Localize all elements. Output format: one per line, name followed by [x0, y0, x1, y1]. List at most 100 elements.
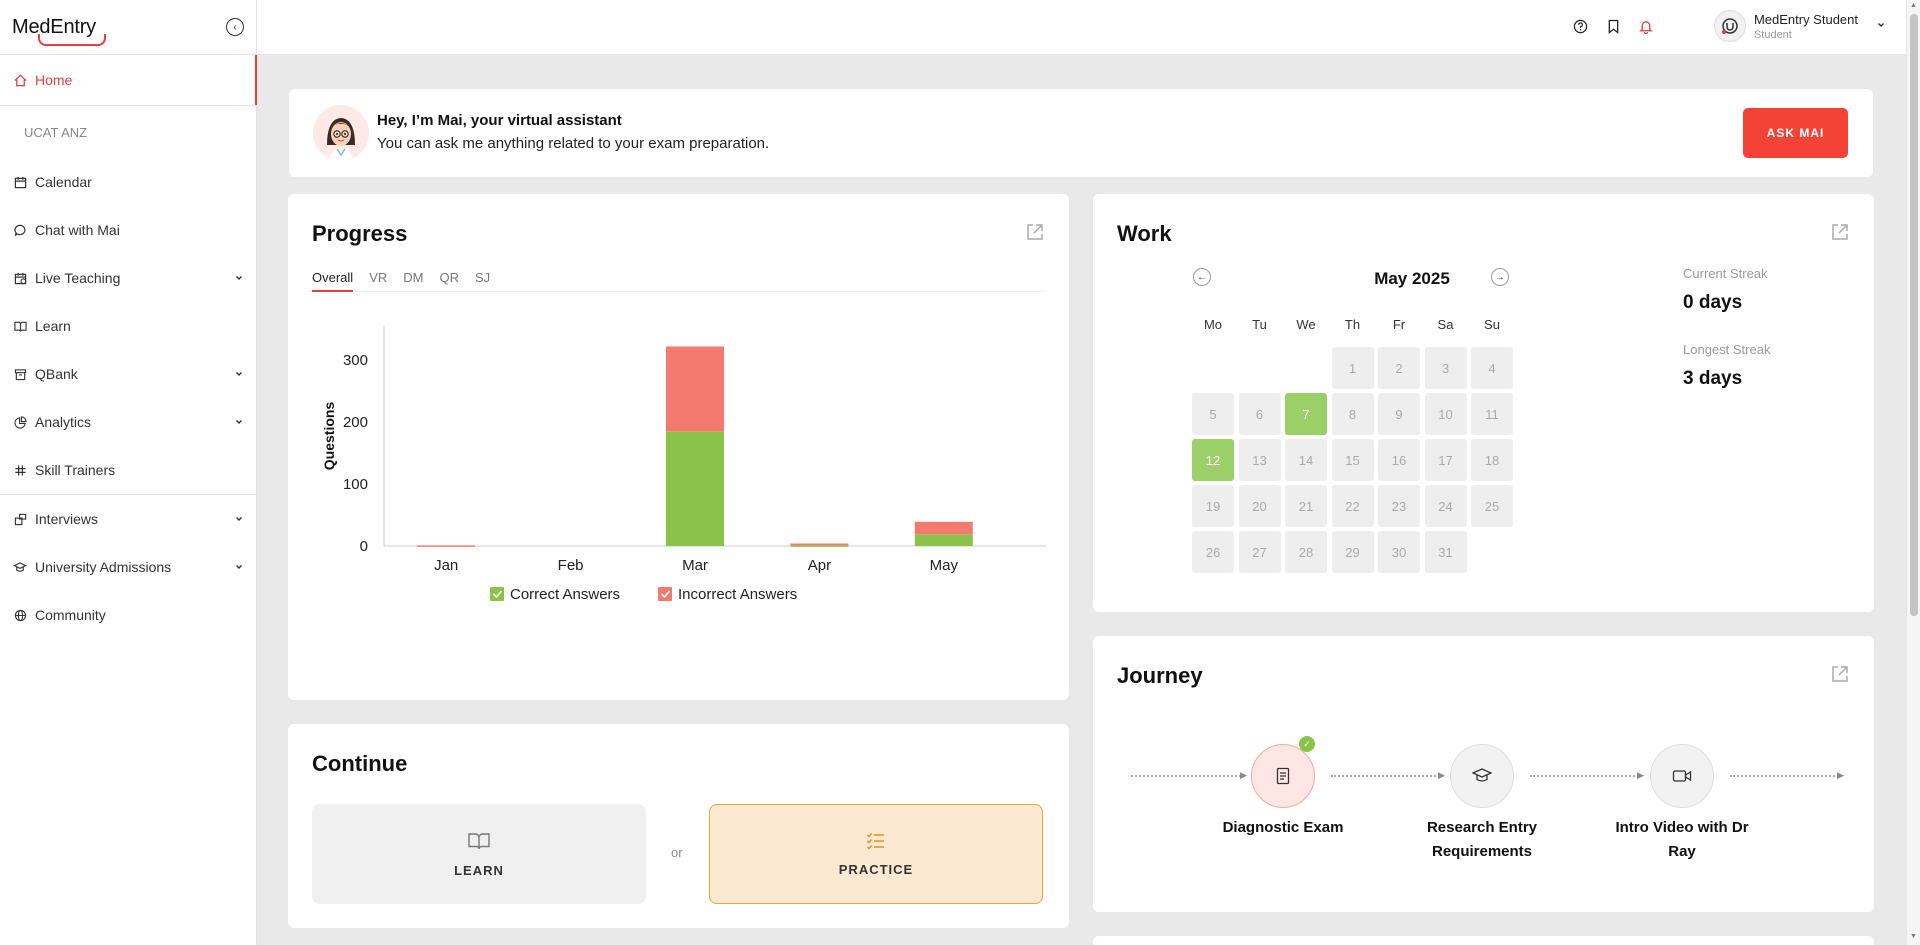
user-info: MedEntry Student Student — [1754, 12, 1858, 41]
calendar-day[interactable]: 24 — [1424, 485, 1467, 527]
sidebar-item-home[interactable]: Home — [0, 55, 257, 106]
sidebar-item-label: University Admissions — [35, 559, 172, 575]
page-scrollbar[interactable]: ▲ ▼ — [1906, 0, 1920, 945]
sidebar-item-analytics[interactable]: Analytics — [0, 398, 256, 446]
calendar-day[interactable]: 11 — [1471, 393, 1513, 435]
logo[interactable]: MedEntry — [12, 16, 106, 46]
next-month-icon[interactable]: → — [1491, 268, 1509, 286]
calendar-day[interactable]: 2 — [1378, 347, 1420, 389]
calendar-day[interactable]: 22 — [1331, 485, 1374, 527]
calendar-day[interactable]: 29 — [1331, 531, 1374, 573]
checklist-icon — [866, 832, 884, 850]
book-icon — [13, 319, 27, 333]
calendar-day[interactable]: 1 — [1331, 347, 1374, 389]
weekday-label: Th — [1344, 317, 1361, 332]
sidebar-item-calendar[interactable]: Calendar — [0, 158, 256, 206]
x-tick-label: Apr — [808, 557, 831, 574]
journey-step-diagnostic-exam[interactable] — [1251, 744, 1315, 808]
ask-mai-button[interactable]: ASK MAI — [1743, 108, 1848, 158]
sidebar-item-community[interactable]: Community — [0, 591, 256, 639]
chevron-down-icon[interactable] — [234, 514, 244, 524]
calendar-day[interactable]: 12 — [1192, 439, 1234, 481]
journey-card: Journey ▶ ▶ ▶ ▶ ✓ Diagnostic Exam Resear… — [1093, 636, 1874, 912]
mai-title: Hey, I’m Mai, your virtual assistant — [377, 112, 622, 129]
chevron-down-icon[interactable] — [234, 273, 244, 283]
calendar-day[interactable]: 27 — [1238, 531, 1281, 573]
chevron-down-icon[interactable] — [234, 562, 244, 572]
external-link-icon[interactable] — [1025, 222, 1045, 242]
calendar-day[interactable]: 19 — [1192, 485, 1234, 527]
bell-icon[interactable] — [1638, 18, 1654, 34]
chevron-down-icon[interactable] — [1876, 20, 1886, 33]
current-streak-value: 0 days — [1683, 292, 1743, 313]
calendar-day[interactable]: 3 — [1424, 347, 1467, 389]
calendar-day[interactable]: 14 — [1285, 439, 1327, 481]
calendar-day[interactable]: 28 — [1285, 531, 1327, 573]
journey-connector — [1730, 775, 1842, 777]
y-tick-label: 300 — [343, 352, 368, 369]
chevron-down-icon[interactable] — [234, 369, 244, 379]
calendar-day[interactable]: 16 — [1378, 439, 1420, 481]
sidebar-item-skill-trainers[interactable]: Skill Trainers — [0, 446, 256, 494]
progress-chart: 0 100 200 300 Questions Jan Feb Mar Apr May Correc… — [321, 326, 1046, 603]
calendar-icon — [13, 175, 27, 189]
sidebar-item-label: Home — [35, 72, 73, 88]
external-link-icon[interactable] — [1830, 222, 1850, 242]
legend-label: Incorrect Answers — [678, 586, 797, 603]
tab-sj[interactable]: SJ — [474, 270, 491, 285]
sidebar-item-live-teaching[interactable]: Live Teaching — [0, 254, 256, 302]
calendar-day[interactable]: 9 — [1378, 393, 1420, 435]
scrollbar-thumb[interactable] — [1910, 14, 1918, 616]
user-menu[interactable]: MedEntry Student Student — [1713, 10, 1886, 42]
y-tick-label: 200 — [343, 414, 368, 431]
calendar-day[interactable]: 6 — [1238, 393, 1281, 435]
calendar-day[interactable]: 26 — [1192, 531, 1234, 573]
bar-correct-answers — [790, 545, 849, 547]
practice-button[interactable]: PRACTICE — [709, 804, 1043, 904]
sidebar-item-chat[interactable]: Chat with Mai — [0, 206, 256, 254]
sidebar-item-qbank[interactable]: QBank — [0, 350, 256, 398]
calendar-day[interactable]: 10 — [1424, 393, 1467, 435]
scroll-up-icon[interactable]: ▲ — [1910, 2, 1917, 9]
sidebar-item-learn[interactable]: Learn — [0, 302, 256, 350]
calendar-day[interactable]: 20 — [1238, 485, 1281, 527]
calendar-day[interactable]: 21 — [1285, 485, 1327, 527]
journey-step-intro-video[interactable] — [1650, 744, 1714, 808]
calendar-day[interactable]: 8 — [1331, 393, 1374, 435]
mai-subtitle: You can ask me anything related to your … — [377, 135, 770, 152]
tab-vr[interactable]: VR — [369, 270, 388, 285]
tab-dm[interactable]: DM — [403, 270, 424, 285]
chevron-down-icon[interactable] — [234, 417, 244, 427]
collapse-sidebar-icon[interactable]: ‹ — [226, 18, 244, 36]
calendar-day[interactable]: 15 — [1331, 439, 1374, 481]
legend-swatch — [490, 587, 504, 601]
external-link-icon[interactable] — [1830, 664, 1850, 684]
globe-icon — [13, 608, 27, 622]
calendar-day[interactable]: 7 — [1285, 393, 1327, 435]
calendar-day[interactable]: 13 — [1238, 439, 1281, 481]
check-icon: ✓ — [1299, 736, 1315, 752]
calendar-day[interactable]: 31 — [1424, 531, 1467, 573]
calendar-day[interactable]: 5 — [1192, 393, 1234, 435]
tab-overall[interactable]: Overall — [312, 270, 354, 292]
prev-month-icon[interactable]: ← — [1193, 268, 1211, 286]
arrow-right-icon: ▶ — [1438, 770, 1445, 780]
tab-qr[interactable]: QR — [439, 270, 459, 285]
learn-button[interactable]: LEARN — [312, 804, 646, 904]
calendar-day[interactable]: 17 — [1424, 439, 1467, 481]
calendar-day[interactable]: 4 — [1471, 347, 1513, 389]
bookmark-icon[interactable] — [1605, 18, 1621, 34]
weekday-label: Tu — [1252, 317, 1267, 332]
calendar-day[interactable]: 23 — [1378, 485, 1420, 527]
calendar-day[interactable]: 18 — [1471, 439, 1513, 481]
sidebar-item-interviews[interactable]: Interviews — [0, 495, 256, 543]
sidebar-item-label: Calendar — [35, 174, 92, 190]
sidebar-item-label: Chat with Mai — [35, 222, 120, 238]
help-icon[interactable] — [1572, 18, 1588, 34]
journey-step-research[interactable] — [1450, 744, 1514, 808]
scroll-down-icon[interactable]: ▼ — [1910, 933, 1917, 940]
calendar-day[interactable]: 30 — [1378, 531, 1420, 573]
sidebar-item-university-admissions[interactable]: University Admissions — [0, 543, 256, 591]
calendar-day[interactable]: 25 — [1471, 485, 1513, 527]
legend-swatch — [658, 587, 672, 601]
